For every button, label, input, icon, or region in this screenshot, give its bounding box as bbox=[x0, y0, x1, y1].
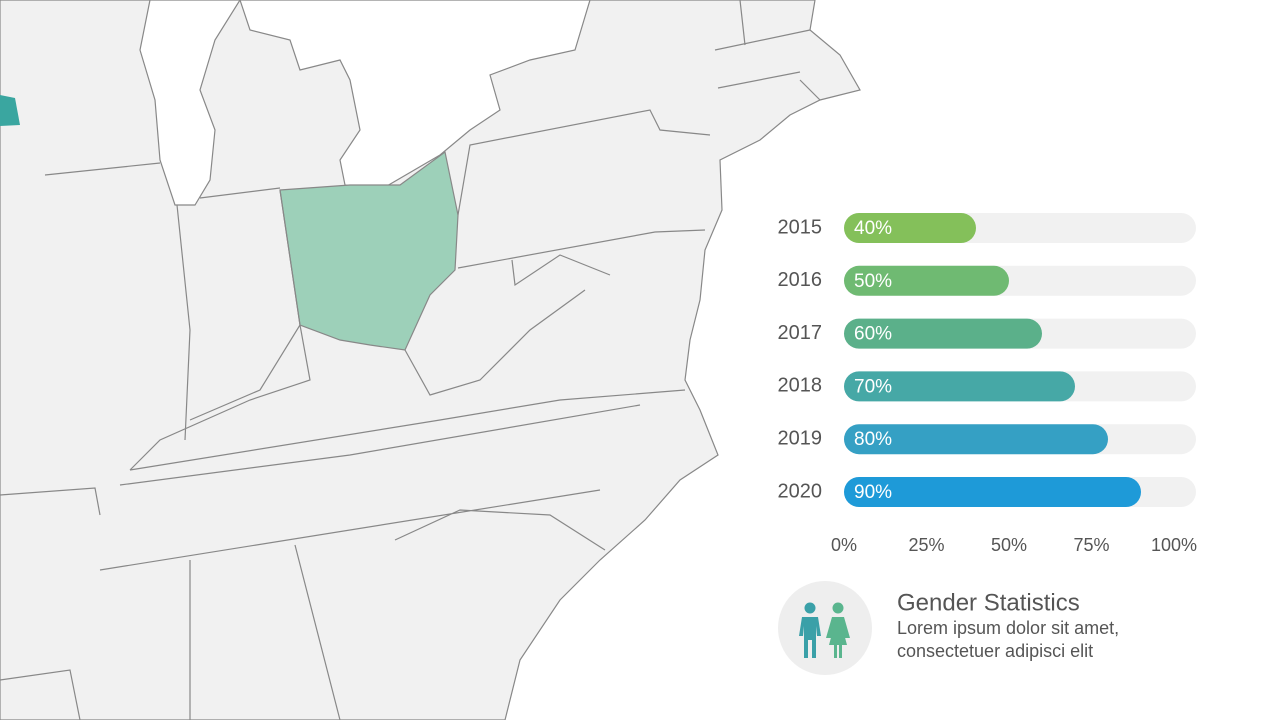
bar bbox=[844, 477, 1141, 507]
category-label: 2019 bbox=[778, 427, 823, 449]
value-label: 50% bbox=[854, 271, 892, 292]
value-label: 70% bbox=[854, 376, 892, 397]
bar bbox=[844, 424, 1108, 455]
category-label: 2018 bbox=[778, 375, 823, 397]
icon-circle bbox=[778, 581, 872, 675]
highlight-west bbox=[0, 95, 20, 126]
bar bbox=[844, 318, 1042, 349]
land bbox=[0, 0, 861, 720]
info-title: Gender Statistics bbox=[897, 589, 1080, 616]
category-label: 2020 bbox=[778, 480, 823, 502]
value-label: 90% bbox=[854, 482, 892, 503]
category-label: 2016 bbox=[778, 269, 823, 291]
x-tick-label: 75% bbox=[1073, 535, 1109, 555]
value-label: 40% bbox=[854, 218, 892, 239]
value-label: 80% bbox=[854, 429, 892, 450]
x-tick-label: 100% bbox=[1151, 535, 1197, 555]
ohio bbox=[279, 150, 459, 351]
x-tick-label: 25% bbox=[908, 535, 944, 555]
state-lines bbox=[0, 0, 821, 720]
value-label: 60% bbox=[854, 324, 892, 345]
category-label: 2015 bbox=[778, 216, 823, 238]
info-text: Lorem ipsum dolor sit amet, bbox=[897, 618, 1119, 638]
info-text: consectetuer adipisci elit bbox=[897, 641, 1093, 661]
people-icon bbox=[799, 602, 850, 658]
lake-michigan bbox=[139, 0, 241, 206]
map bbox=[0, 0, 861, 720]
bar bbox=[844, 213, 976, 243]
category-label: 2017 bbox=[778, 322, 823, 344]
bar-chart: 2015 40% 2016 50% 2017 60% 2018 70% 2019 80% 2020 9… bbox=[778, 213, 1197, 555]
bar bbox=[844, 265, 1009, 296]
bar bbox=[844, 371, 1075, 402]
x-tick-label: 50% bbox=[991, 535, 1027, 555]
x-tick-label: 0% bbox=[831, 535, 857, 555]
